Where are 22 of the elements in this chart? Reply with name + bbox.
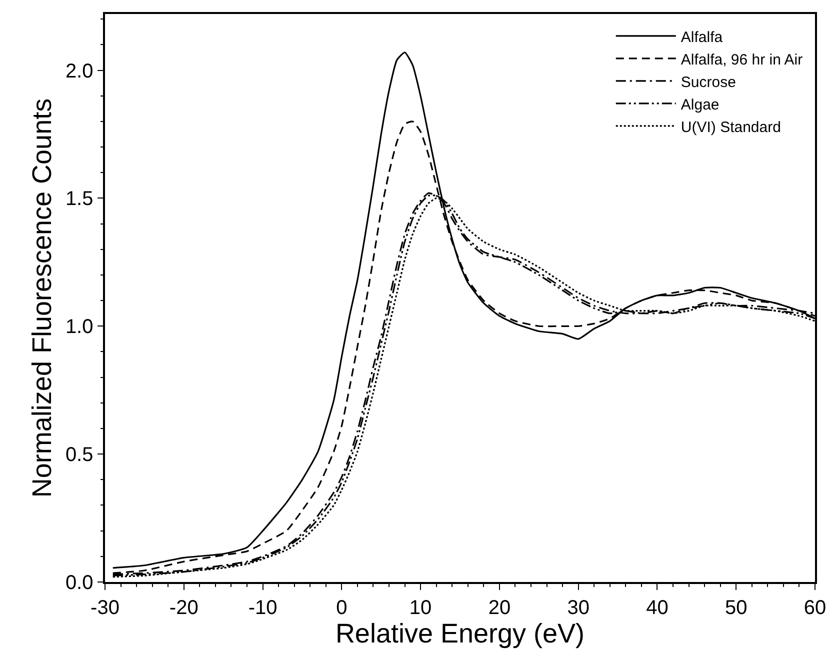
x-tick-label: 30 <box>567 596 590 619</box>
x-tick-label: 60 <box>804 596 826 619</box>
y-tick-label: 1.5 <box>65 188 94 210</box>
x-tick-label: 0 <box>336 596 348 619</box>
x-tick-label: -20 <box>169 596 198 619</box>
x-tick-label: -30 <box>90 596 120 619</box>
legend-label: Sucrose <box>680 74 736 91</box>
x-axis-title: Relative Energy (eV) <box>335 618 585 649</box>
x-tick-label: 50 <box>724 596 748 619</box>
y-tick-label: 2.0 <box>65 60 94 82</box>
legend-label: Alfalfa, 96 hr in Air <box>680 51 803 68</box>
y-tick-label: 0.0 <box>65 572 94 594</box>
x-tick-label: 10 <box>409 596 432 619</box>
y-tick-label: 0.5 <box>65 444 94 466</box>
x-tick-label: 20 <box>488 596 511 619</box>
legend-label: Algae <box>680 96 720 114</box>
x-tick-label: 40 <box>646 596 668 619</box>
legend-label: U(VI) Standard <box>680 118 781 136</box>
y-axis-title: Normalized Fluorescence Counts <box>26 98 57 498</box>
legend-label: Alfalfa <box>680 28 724 46</box>
x-tick-label: -10 <box>248 596 278 619</box>
y-tick-label: 1.0 <box>65 316 94 338</box>
